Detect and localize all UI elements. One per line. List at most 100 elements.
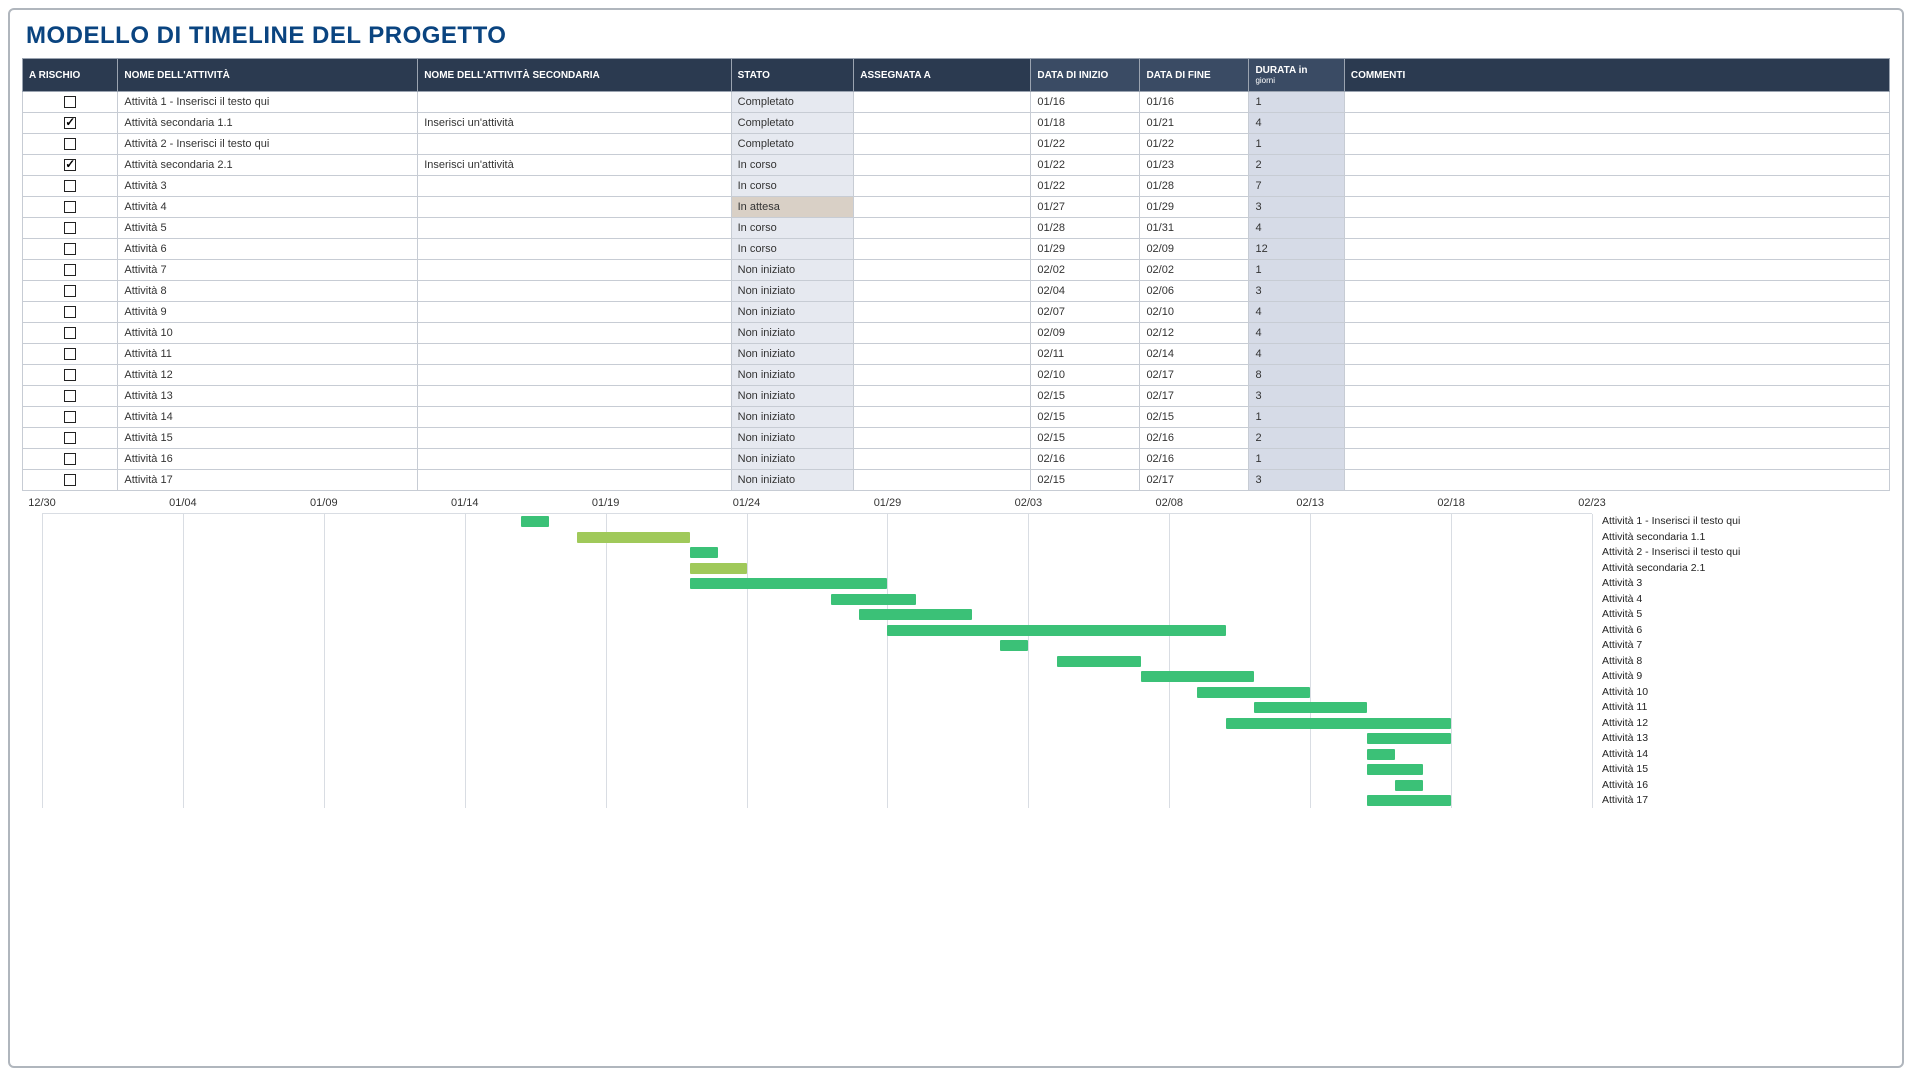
assigned-cell[interactable] <box>854 281 1031 302</box>
risk-cell[interactable] <box>23 176 118 197</box>
activity-cell[interactable]: Attività 11 <box>118 344 418 365</box>
risk-checkbox[interactable] <box>64 432 76 444</box>
gantt-bar[interactable] <box>1254 702 1367 713</box>
assigned-cell[interactable] <box>854 344 1031 365</box>
start-date-cell[interactable]: 01/27 <box>1031 197 1140 218</box>
status-cell[interactable]: Non iniziato <box>731 386 854 407</box>
end-date-cell[interactable]: 02/17 <box>1140 470 1249 491</box>
assigned-cell[interactable] <box>854 239 1031 260</box>
risk-checkbox[interactable] <box>64 369 76 381</box>
duration-cell[interactable]: 1 <box>1249 407 1344 428</box>
activity-cell[interactable]: Attività 17 <box>118 470 418 491</box>
status-cell[interactable]: Non iniziato <box>731 407 854 428</box>
comments-cell[interactable] <box>1344 281 1889 302</box>
subactivity-cell[interactable] <box>418 218 731 239</box>
activity-cell[interactable]: Attività 3 <box>118 176 418 197</box>
activity-cell[interactable]: Attività 7 <box>118 260 418 281</box>
risk-cell[interactable] <box>23 365 118 386</box>
activity-cell[interactable]: Attività 2 - Inserisci il testo qui <box>118 134 418 155</box>
risk-cell[interactable] <box>23 134 118 155</box>
gantt-bar[interactable] <box>1000 640 1028 651</box>
duration-cell[interactable]: 4 <box>1249 323 1344 344</box>
start-date-cell[interactable]: 01/18 <box>1031 113 1140 134</box>
assigned-cell[interactable] <box>854 428 1031 449</box>
comments-cell[interactable] <box>1344 197 1889 218</box>
assigned-cell[interactable] <box>854 92 1031 113</box>
duration-cell[interactable]: 4 <box>1249 218 1344 239</box>
status-cell[interactable]: Completato <box>731 113 854 134</box>
risk-cell[interactable] <box>23 302 118 323</box>
comments-cell[interactable] <box>1344 113 1889 134</box>
subactivity-cell[interactable] <box>418 386 731 407</box>
duration-cell[interactable]: 1 <box>1249 260 1344 281</box>
assigned-cell[interactable] <box>854 323 1031 344</box>
end-date-cell[interactable]: 01/22 <box>1140 134 1249 155</box>
start-date-cell[interactable]: 02/15 <box>1031 428 1140 449</box>
risk-cell[interactable] <box>23 239 118 260</box>
status-cell[interactable]: Completato <box>731 92 854 113</box>
table-row[interactable]: Attività 7Non iniziato02/0202/021 <box>23 260 1890 281</box>
end-date-cell[interactable]: 01/31 <box>1140 218 1249 239</box>
start-date-cell[interactable]: 02/16 <box>1031 449 1140 470</box>
activity-cell[interactable]: Attività secondaria 2.1 <box>118 155 418 176</box>
risk-checkbox[interactable] <box>64 453 76 465</box>
duration-cell[interactable]: 3 <box>1249 197 1344 218</box>
risk-checkbox[interactable] <box>64 117 76 129</box>
activity-cell[interactable]: Attività 10 <box>118 323 418 344</box>
status-cell[interactable]: Non iniziato <box>731 302 854 323</box>
activity-cell[interactable]: Attività 6 <box>118 239 418 260</box>
assigned-cell[interactable] <box>854 470 1031 491</box>
end-date-cell[interactable]: 02/14 <box>1140 344 1249 365</box>
risk-checkbox[interactable] <box>64 411 76 423</box>
comments-cell[interactable] <box>1344 407 1889 428</box>
subactivity-cell[interactable] <box>418 134 731 155</box>
status-cell[interactable]: Completato <box>731 134 854 155</box>
status-cell[interactable]: In corso <box>731 218 854 239</box>
activity-cell[interactable]: Attività 5 <box>118 218 418 239</box>
gantt-bar[interactable] <box>521 516 549 527</box>
subactivity-cell[interactable] <box>418 323 731 344</box>
start-date-cell[interactable]: 02/07 <box>1031 302 1140 323</box>
comments-cell[interactable] <box>1344 218 1889 239</box>
start-date-cell[interactable]: 02/02 <box>1031 260 1140 281</box>
risk-cell[interactable] <box>23 344 118 365</box>
start-date-cell[interactable]: 01/29 <box>1031 239 1140 260</box>
subactivity-cell[interactable] <box>418 407 731 428</box>
end-date-cell[interactable]: 02/16 <box>1140 428 1249 449</box>
subactivity-cell[interactable]: Inserisci un'attività <box>418 155 731 176</box>
subactivity-cell[interactable] <box>418 239 731 260</box>
comments-cell[interactable] <box>1344 365 1889 386</box>
comments-cell[interactable] <box>1344 302 1889 323</box>
assigned-cell[interactable] <box>854 197 1031 218</box>
gantt-bar[interactable] <box>1367 733 1452 744</box>
start-date-cell[interactable]: 01/16 <box>1031 92 1140 113</box>
comments-cell[interactable] <box>1344 344 1889 365</box>
activity-cell[interactable]: Attività 16 <box>118 449 418 470</box>
end-date-cell[interactable]: 01/29 <box>1140 197 1249 218</box>
risk-cell[interactable] <box>23 281 118 302</box>
table-row[interactable]: Attività 13Non iniziato02/1502/173 <box>23 386 1890 407</box>
subactivity-cell[interactable] <box>418 470 731 491</box>
status-cell[interactable]: Non iniziato <box>731 428 854 449</box>
duration-cell[interactable]: 2 <box>1249 428 1344 449</box>
assigned-cell[interactable] <box>854 113 1031 134</box>
table-row[interactable]: Attività 8Non iniziato02/0402/063 <box>23 281 1890 302</box>
start-date-cell[interactable]: 02/15 <box>1031 386 1140 407</box>
end-date-cell[interactable]: 01/21 <box>1140 113 1249 134</box>
duration-cell[interactable]: 3 <box>1249 386 1344 407</box>
activity-cell[interactable]: Attività 8 <box>118 281 418 302</box>
end-date-cell[interactable]: 02/15 <box>1140 407 1249 428</box>
start-date-cell[interactable]: 02/09 <box>1031 323 1140 344</box>
gantt-bar[interactable] <box>1367 795 1452 806</box>
assigned-cell[interactable] <box>854 155 1031 176</box>
end-date-cell[interactable]: 02/16 <box>1140 449 1249 470</box>
risk-checkbox[interactable] <box>64 285 76 297</box>
subactivity-cell[interactable] <box>418 176 731 197</box>
comments-cell[interactable] <box>1344 239 1889 260</box>
gantt-bar[interactable] <box>831 594 916 605</box>
start-date-cell[interactable]: 02/04 <box>1031 281 1140 302</box>
activity-cell[interactable]: Attività 12 <box>118 365 418 386</box>
comments-cell[interactable] <box>1344 134 1889 155</box>
assigned-cell[interactable] <box>854 176 1031 197</box>
start-date-cell[interactable]: 02/11 <box>1031 344 1140 365</box>
